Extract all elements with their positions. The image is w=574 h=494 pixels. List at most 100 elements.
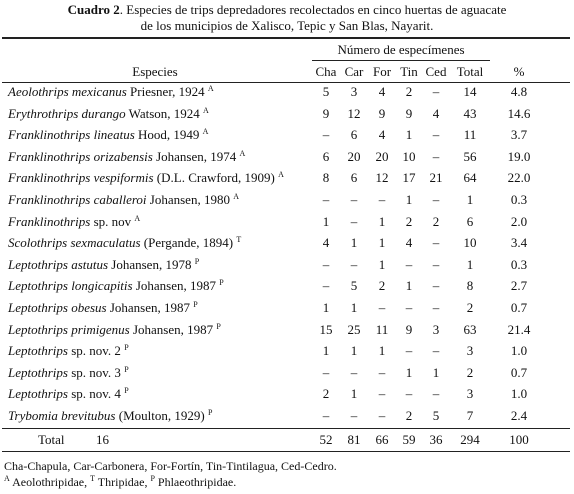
species-name: Leptothrips astutus Johansen, 1978 P (8, 257, 199, 273)
cell: 1 (322, 343, 330, 359)
family-mark: A (4, 474, 10, 483)
species-name: Franklinothrips sp. nov A (8, 214, 140, 230)
family-mark: A (207, 84, 214, 93)
total-rule (2, 428, 570, 429)
family-mark: P (124, 364, 129, 374)
cell: 1.0 (510, 343, 528, 359)
family-mark: P (193, 300, 198, 309)
cell: 2 (466, 300, 474, 315)
cell: 1.0 (510, 386, 528, 402)
family-mark: A (278, 170, 284, 180)
caption-label: Cuadro 2 (67, 2, 120, 17)
species-author: Johansen, 1974 (156, 148, 237, 164)
cell: 6 (350, 127, 358, 143)
cell: 4 (378, 84, 386, 99)
cell: 21.4 (507, 321, 531, 337)
cell: 100 (509, 432, 529, 447)
cell: 3 (350, 84, 358, 99)
cell: 3 (466, 386, 474, 402)
cell: 14.6 (507, 105, 531, 121)
species-italic: Trybomia brevitubus (8, 408, 116, 423)
cell: – (378, 364, 386, 380)
species-italic: Franklinothrips lineatus (8, 127, 135, 143)
cell: 21 (429, 170, 443, 186)
family-mark: A (239, 148, 246, 158)
cell: – (432, 300, 440, 315)
total-label: Total (38, 432, 65, 447)
group-header: Número de especímenes (337, 42, 465, 57)
family-name: Thripidae, (97, 475, 148, 489)
cell: – (322, 192, 330, 207)
cell: 12 (347, 105, 361, 121)
group-rule (312, 60, 490, 61)
species-name: Leptothrips obesus Johansen, 1987 P (8, 300, 198, 316)
species-italic: Leptothrips (8, 343, 68, 359)
cell: 63 (463, 321, 477, 337)
cell: – (432, 84, 440, 99)
species-italic: Leptothrips obesus (8, 300, 107, 315)
species-italic: Leptothrips (8, 364, 68, 380)
cell: – (432, 235, 440, 251)
cell: Cha (315, 64, 337, 79)
species-author: Watson, 1924 (128, 105, 200, 121)
family-mark: A (202, 127, 209, 137)
species-name: Franklinothrips vespiformis (D.L. Crawfo… (8, 170, 284, 186)
cell: 3 (466, 343, 474, 359)
cell: – (350, 256, 358, 272)
species-name: Franklinothrips caballeroi Johansen, 198… (8, 192, 239, 208)
species-name: Aeolothrips mexicanus Priesner, 1924 A (8, 84, 214, 100)
species-author: Johansen, 1980 (149, 192, 230, 207)
caption-text: . Especies de trips depredadores recolec… (119, 2, 507, 17)
cell: – (378, 408, 386, 423)
header-rule (2, 82, 570, 83)
cell: 8 (466, 278, 474, 294)
cell: – (322, 364, 330, 380)
footnote: A Aeolothripidae, T Thripidae, P Phlaeot… (4, 474, 236, 490)
species-name: Franklinothrips lineatus Hood, 1949 A (8, 127, 208, 143)
cell: 66 (375, 432, 389, 447)
cell: 2 (405, 84, 413, 99)
cell: 81 (347, 432, 361, 447)
cell: 0.7 (510, 364, 528, 380)
cell: 1 (466, 256, 474, 272)
cell: 10 (463, 235, 477, 251)
family-mark: P (124, 386, 129, 396)
caption-text: de los municipios de Xalisco, Tepic y Sa… (140, 18, 434, 33)
species-author: Johansen, 1987 (109, 300, 191, 315)
cell: 2.0 (510, 213, 528, 229)
cell: 25 (347, 321, 361, 337)
cell: Ced (425, 64, 447, 79)
cell: 0.7 (510, 300, 528, 315)
species-name: Leptothrips longicapitis Johansen, 1987 … (8, 278, 224, 294)
total-count: 16 (96, 432, 109, 447)
family-mark: P (219, 278, 224, 288)
species-author: Hood, 1949 (138, 127, 200, 143)
species-italic: Franklinothrips (8, 213, 91, 229)
species-author: sp. nov (93, 213, 132, 229)
species-name: Leptothrips primigenus Johansen, 1987 P (8, 322, 221, 338)
cell: 1 (405, 192, 413, 207)
species-header: Especies (132, 64, 178, 79)
cell: – (432, 386, 440, 402)
cell: 36 (429, 432, 443, 447)
cell: 1 (322, 213, 330, 229)
family-mark: P (124, 343, 129, 353)
cell: % (513, 64, 525, 79)
cell: – (322, 256, 330, 272)
cell: 1 (350, 343, 358, 359)
cell: – (378, 386, 386, 402)
species-name: Leptothrips sp. nov. 3 P (8, 365, 129, 381)
species-name: Scolothrips sexmaculatus (Pergande, 1894… (8, 235, 241, 251)
cell: For (372, 64, 392, 79)
cell: 4 (322, 235, 330, 251)
species-italic: Franklinothrips vespiformis (8, 170, 154, 186)
cell: – (322, 408, 330, 423)
cell: 4 (378, 127, 386, 143)
cell: 1 (350, 300, 358, 315)
cell: 1 (350, 235, 358, 251)
cell: 1 (405, 278, 413, 294)
cell: 2 (466, 364, 474, 380)
species-name: Trybomia brevitubus (Moulton, 1929) P (8, 408, 212, 424)
cell: 14 (463, 84, 477, 99)
cell: 8 (322, 170, 330, 186)
